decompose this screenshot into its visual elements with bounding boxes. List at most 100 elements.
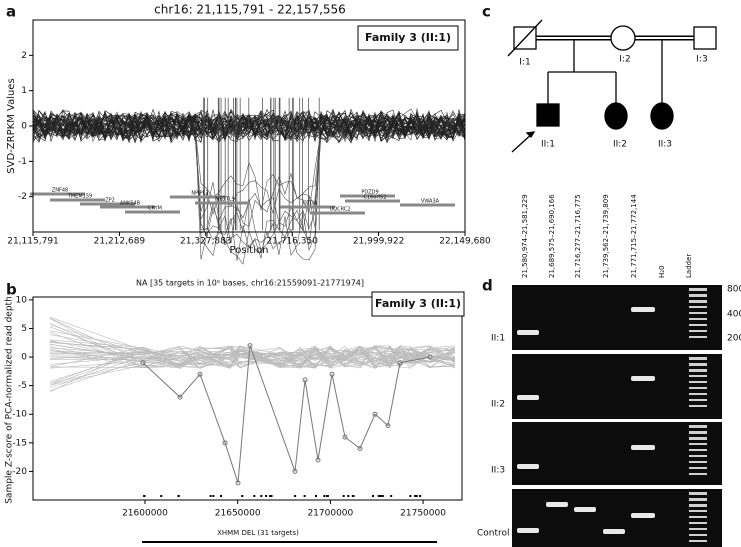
point xyxy=(357,446,363,452)
signal-lines xyxy=(49,316,456,497)
gene-bar xyxy=(280,205,335,209)
target xyxy=(294,495,297,497)
ladder-band xyxy=(689,504,707,507)
y-tick-label: 0 xyxy=(21,122,27,132)
ladder-band xyxy=(689,540,707,542)
y-tick-label: 10 xyxy=(16,295,28,305)
y-tick-label: -10 xyxy=(12,410,27,420)
gene-label: ZP2 xyxy=(105,198,115,204)
ladder-band xyxy=(689,431,707,434)
ladder-band xyxy=(689,455,707,457)
individual-id: I:2 xyxy=(619,55,630,65)
ladder-band xyxy=(689,399,707,401)
target xyxy=(177,495,180,497)
y-axis-label: SVD-ZRPKM Values xyxy=(6,78,17,173)
y-tick-label: -15 xyxy=(12,438,27,448)
ladder-band xyxy=(689,312,707,314)
y-tick-label: -2 xyxy=(18,192,27,202)
lane-label: H₂0 xyxy=(658,265,666,278)
trace xyxy=(49,345,456,366)
x-tick-label: 21,999,922 xyxy=(353,237,405,247)
ladder-band xyxy=(689,330,707,332)
size-marker: 800bp xyxy=(727,285,741,295)
point xyxy=(222,440,228,446)
deletion-label: XHMM DEL (31 targets) xyxy=(217,529,299,537)
lane-label: 21,771,715–21,772,144 xyxy=(630,194,638,278)
individual-male xyxy=(693,26,717,50)
x-axis-label: Position xyxy=(230,245,269,256)
ladder-band xyxy=(689,363,707,366)
individual-female xyxy=(610,25,636,51)
ladder-band xyxy=(689,369,707,372)
gene-bar xyxy=(50,198,105,202)
trace xyxy=(49,344,456,369)
gene-label: NPIPL3 xyxy=(191,191,208,197)
target xyxy=(419,495,422,497)
x-tick-label: 21650000 xyxy=(215,509,261,519)
y-tick-label: 5 xyxy=(21,324,27,334)
target xyxy=(253,495,256,497)
individual-id: II:1 xyxy=(541,140,555,150)
target xyxy=(265,495,268,497)
row-label: II:3 xyxy=(491,466,505,476)
gene-bar xyxy=(345,199,400,203)
ladder-band xyxy=(689,449,707,451)
chart-title: chr16: 21,115,791 - 22,157,556 xyxy=(154,3,346,17)
trace xyxy=(49,345,456,369)
gene-bar xyxy=(400,203,455,207)
y-tick-label: 1 xyxy=(21,86,27,96)
target xyxy=(268,495,271,497)
target xyxy=(143,495,146,497)
target xyxy=(323,495,326,497)
legend-text: Family 3 (II:1) xyxy=(365,31,451,44)
target xyxy=(379,495,382,497)
target xyxy=(220,495,223,497)
individual-id: II:2 xyxy=(613,140,627,150)
point xyxy=(197,371,203,377)
row-label: II:2 xyxy=(491,400,505,410)
gene-bar xyxy=(100,205,155,209)
gene-label: TMEM159 xyxy=(67,194,92,200)
ladder-band xyxy=(689,387,707,389)
gene-bar xyxy=(340,194,395,198)
ladder-band xyxy=(689,437,707,440)
case-trace xyxy=(142,345,431,483)
row-label: II:1 xyxy=(491,334,505,344)
ladder-band xyxy=(689,461,707,463)
ladder-band xyxy=(689,324,707,326)
target xyxy=(351,495,354,497)
signal-lines xyxy=(30,97,466,265)
target xyxy=(315,495,318,497)
y-axis-label: Sample Z-score of PCA-normalized read de… xyxy=(5,296,15,504)
x-tick-label: 21750000 xyxy=(400,509,446,519)
x-tick-label: 21,212,689 xyxy=(94,237,146,247)
panel-label: a xyxy=(6,3,16,21)
ladder-band xyxy=(689,381,707,383)
target xyxy=(241,495,244,497)
ladder-band xyxy=(689,375,707,377)
target xyxy=(160,495,163,497)
ladder-band xyxy=(689,336,707,338)
y-tick-label: 0 xyxy=(21,353,27,363)
target xyxy=(377,495,380,497)
x-tick-label: 22,149,680 xyxy=(439,237,491,247)
x-tick-label: 21,716,350 xyxy=(266,237,318,247)
ladder-band xyxy=(689,516,707,518)
size-marker: 400bp xyxy=(727,310,741,320)
point xyxy=(372,411,378,417)
ladder-band xyxy=(689,443,707,445)
point xyxy=(177,394,183,400)
ladder-band xyxy=(689,306,707,308)
point xyxy=(140,360,146,366)
gene-label: UQCRC2 xyxy=(330,207,351,213)
target xyxy=(414,495,417,497)
panel-label: c xyxy=(482,3,491,21)
lane-label: 21,580,974–21,581,229 xyxy=(521,194,529,278)
ladder-band xyxy=(689,300,707,303)
target xyxy=(415,495,418,497)
individual-id: I:1 xyxy=(519,58,530,68)
lane-label: 21,689,575–21,690,166 xyxy=(548,194,556,278)
individual-affected xyxy=(536,103,560,127)
ladder-band xyxy=(689,405,707,407)
